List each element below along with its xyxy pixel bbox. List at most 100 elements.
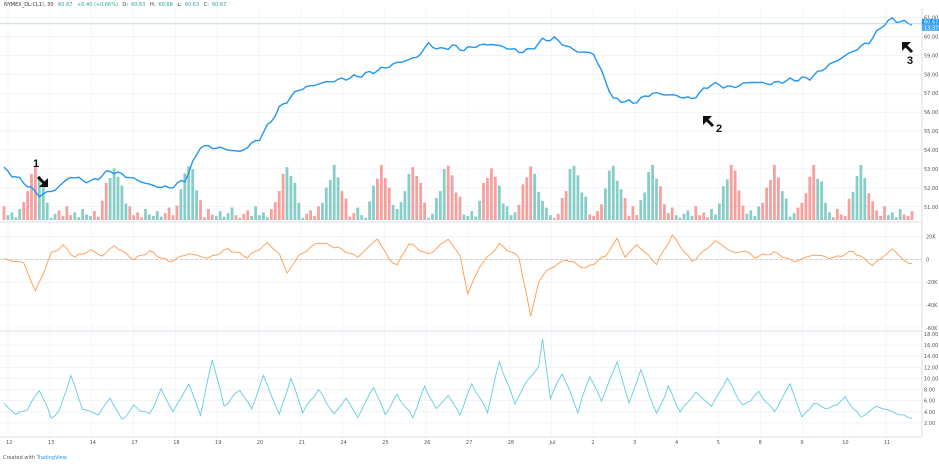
volume-bar <box>155 211 159 220</box>
volume-bar <box>537 191 540 220</box>
volume-bar <box>690 215 694 220</box>
price-tag-time-box <box>922 24 939 31</box>
volatility-tick-label: 8.00 <box>924 388 935 394</box>
volume-bar <box>847 198 851 220</box>
volume-bar <box>69 215 73 220</box>
y-axis-ticks: 61.00 60.00 59.00 58.00 57.00 56.00 55.00 54.00… <box>924 16 938 427</box>
volume-bar <box>85 214 88 220</box>
volume-bar <box>383 178 387 220</box>
volume-bar <box>513 212 517 220</box>
volume-bar <box>207 209 210 220</box>
volume-bar <box>604 188 607 220</box>
volume-bar <box>364 217 367 220</box>
volume-bar <box>148 214 151 220</box>
x-tick-label: 11 <box>884 440 890 446</box>
low-label: L: <box>177 2 182 8</box>
volume-bar <box>765 187 768 220</box>
x-tick-label: 17 <box>131 440 137 446</box>
volume-bar <box>159 216 163 220</box>
volume-bar <box>812 165 816 220</box>
volume-bar <box>804 193 808 220</box>
price-tick-label: 55.00 <box>924 129 938 135</box>
volume-bar <box>627 215 631 220</box>
volume-bar <box>81 209 84 220</box>
volume-bar <box>824 202 827 220</box>
symbol-label[interactable]: NYMEX_DL:CL1!, 30 <box>4 2 54 8</box>
volume-bar <box>289 176 293 220</box>
volatility-tick-label: 14.00 <box>924 354 938 360</box>
volume-bar <box>6 215 10 220</box>
volume-bar <box>867 193 871 220</box>
tradingview-credit[interactable]: Created with TradingView <box>3 455 67 461</box>
oscillator-tick-label: -20K <box>926 280 938 286</box>
volume-bar <box>505 206 509 221</box>
volume-bar <box>883 206 886 221</box>
volatility-tick-label: 16.00 <box>924 343 938 349</box>
volume-bar <box>454 192 458 220</box>
volume-bar <box>230 207 234 220</box>
x-tick-label: 20 <box>257 440 263 446</box>
volume-bar <box>753 215 757 220</box>
volume-bar <box>890 212 894 220</box>
price-tag-time: 13:37 <box>924 25 938 31</box>
volume-bar <box>18 209 22 220</box>
volume-bar <box>631 206 635 221</box>
volume-bar <box>112 168 116 220</box>
volume-bar <box>266 217 269 221</box>
x-tick-label: 18 <box>173 440 179 446</box>
arrow-head <box>902 42 911 51</box>
arrow-head <box>703 116 712 125</box>
oscillator-tick-label: 20K <box>926 234 936 240</box>
x-tick-label: 13 <box>48 440 54 446</box>
volume-bar <box>674 215 678 220</box>
volume-bar <box>800 202 804 220</box>
volume-bar <box>45 202 49 220</box>
volume-bar <box>490 168 493 220</box>
x-axis-ticks: 12 13 14 17 18 19 20 21 24 25 26 27 28 Jul 2 3 4 5 8 9 10 11 <box>6 440 890 446</box>
volume-bar <box>600 204 603 220</box>
oscillator-tick-label: -40K <box>926 303 938 309</box>
volume-bar <box>61 215 65 220</box>
volume-bar <box>651 165 654 220</box>
volume-bar <box>486 178 489 220</box>
volume-bar <box>340 191 344 220</box>
volume-bar <box>309 210 312 220</box>
volume-bar <box>879 215 882 220</box>
volume-bar <box>14 217 18 221</box>
volume-bar <box>348 216 352 220</box>
volume-bar <box>725 179 729 220</box>
volume-bar <box>541 200 544 221</box>
volatility-tick-label: 6.00 <box>924 399 935 405</box>
volume-bar <box>93 211 96 220</box>
price-tag-box <box>922 18 939 25</box>
volume-bar <box>796 207 800 220</box>
volume-bar <box>773 165 776 220</box>
volume-bar <box>116 176 120 220</box>
volume-bar <box>281 173 285 220</box>
x-tick-label: 28 <box>508 440 514 446</box>
volume-bar <box>191 169 195 220</box>
open-label: O: <box>122 2 129 8</box>
volatility-line <box>3 338 913 421</box>
high-label: H: <box>150 2 156 8</box>
volume-bar <box>458 196 462 220</box>
volume-bar <box>875 210 878 220</box>
volume-bar <box>808 176 812 220</box>
volume-bar <box>30 173 33 220</box>
volume-bar <box>218 211 222 220</box>
volume-bar <box>493 176 497 220</box>
volume-bar <box>474 216 478 220</box>
volume-bar <box>843 215 847 220</box>
close-value: 60.67 <box>211 2 227 8</box>
x-tick-label: 27 <box>466 440 472 446</box>
volume-bar <box>34 167 37 220</box>
x-tick-label: 9 <box>800 440 803 446</box>
volume-bar <box>403 191 407 220</box>
volume-bar <box>368 201 371 220</box>
volume-bar <box>592 215 595 220</box>
volume-bar <box>446 165 450 220</box>
volume-bar <box>269 209 273 220</box>
volume-bar <box>655 178 658 221</box>
chart-header: NYMEX_DL:CL1!, 30 60.67 +0.40 (+0.66%) O… <box>4 2 229 9</box>
